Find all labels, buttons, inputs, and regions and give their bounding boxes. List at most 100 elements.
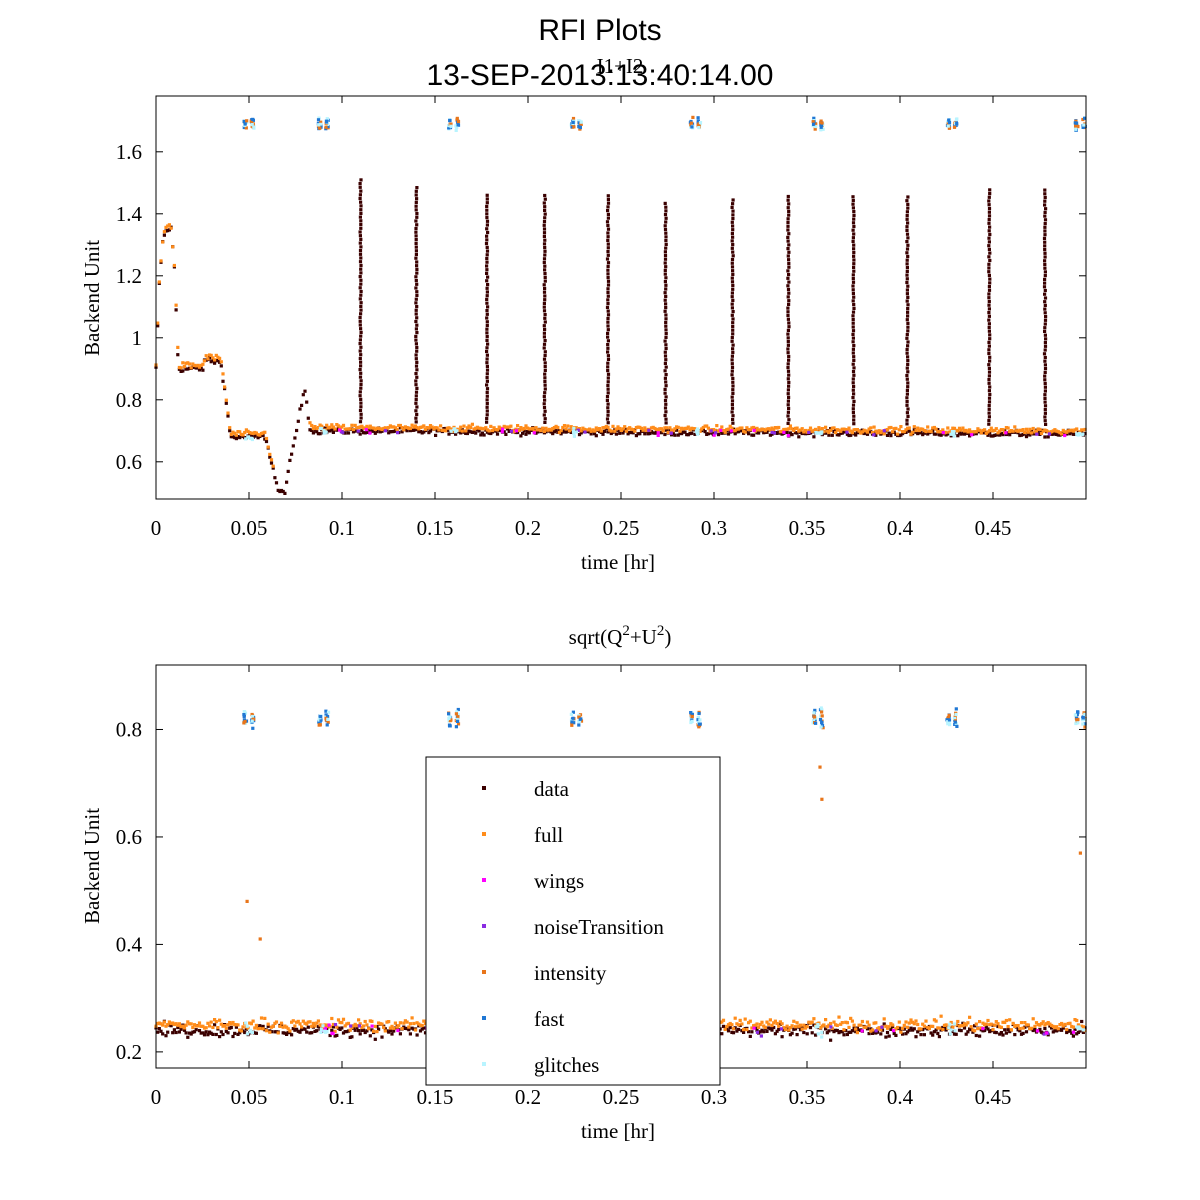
noise-cal-point [326,717,330,721]
full-point [1003,1020,1007,1024]
noise-cal-point [690,714,694,719]
spike-point [359,204,363,208]
data-point [755,1028,759,1032]
spike-point [414,230,418,234]
full-point [892,427,896,431]
full-point [929,429,933,434]
data-point [745,430,749,434]
full-point [792,1019,796,1023]
full-point [551,427,555,431]
spike-point [664,380,668,384]
data-point [629,430,633,434]
full-point [517,428,521,432]
glitch-point [250,436,254,440]
data-point [316,1025,320,1029]
full-point [790,427,794,431]
spike-point [906,307,910,311]
data-point [398,426,402,430]
full-point [606,425,610,429]
spike-point [358,390,362,394]
wings-point [1047,432,1051,436]
full-point [616,425,620,429]
noise-cal-point [952,716,957,721]
noise-cal-point [455,710,459,714]
data-point [974,432,978,436]
spike-point [415,360,419,364]
data-point [295,428,299,433]
spike-point [1043,195,1047,200]
glitch-point [1081,432,1085,436]
full-point [1018,428,1022,432]
full-point [562,424,567,428]
noise-cal-point [447,126,451,130]
full-point [457,428,461,432]
data-point [598,429,602,434]
data-point [840,431,844,435]
data-point [208,356,212,360]
data-point [731,1031,736,1035]
noise-cal-point [570,723,574,727]
spike-point [359,345,363,349]
data-point [387,431,391,435]
full-point [952,426,957,430]
full-point [559,429,563,433]
data-point [988,1030,992,1034]
full-point [554,424,558,428]
data-point [951,1029,955,1034]
noise-cal-point [570,720,574,724]
spike-point [730,291,734,295]
spike-point [852,366,856,370]
full-point [760,1020,764,1024]
spike-point [905,366,909,370]
spike-point [485,383,489,387]
spike-point [987,407,991,411]
data-point [358,1032,362,1036]
spike-point [852,254,856,258]
full-point [529,427,533,431]
spike-point [543,275,547,279]
full-point [817,426,821,430]
spike-point [851,340,855,344]
wings-point [880,1025,884,1029]
full-point [912,1022,916,1026]
spike-point [358,349,362,353]
data-point [211,1032,215,1036]
full-point [867,1023,871,1027]
data-point [213,1023,217,1027]
data-point [218,360,222,364]
full-point [201,1024,205,1028]
spike-point [1043,329,1047,333]
data-point [214,359,218,363]
spike-point [905,396,909,400]
spike-point [905,373,909,378]
data-point [172,1028,176,1032]
spike-point [664,235,668,239]
y-tick-label: 1.4 [116,202,143,226]
spike-point [415,215,419,219]
full-point [229,432,233,436]
spike-point [606,264,610,268]
spike-point [485,309,489,313]
full-point [812,1017,816,1021]
data-point [747,1030,751,1034]
data-point [301,393,305,397]
full-point [870,1028,875,1032]
full-point [773,426,777,430]
data-point [286,469,290,473]
spike-point [905,262,909,266]
full-point [243,430,247,435]
data-point [477,429,481,433]
full-point [251,1019,255,1023]
full-point [922,1024,926,1028]
noise-cal-point [243,122,247,126]
full-point [204,1026,208,1030]
spike-point [415,345,419,350]
spike-point [851,332,855,336]
spike-point [359,364,363,368]
full-point [1050,430,1054,434]
full-point [743,1017,747,1021]
spike-point [1043,274,1047,278]
spike-point [358,260,363,264]
full-point [869,1029,873,1033]
full-point [884,1024,888,1028]
